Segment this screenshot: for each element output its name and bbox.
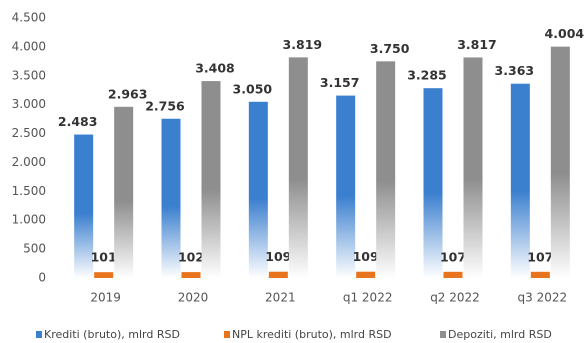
bar bbox=[376, 61, 396, 279]
bar bbox=[463, 57, 483, 279]
y-tick-label: 0 bbox=[38, 271, 46, 285]
bar bbox=[336, 95, 356, 279]
value-label: 107 bbox=[440, 249, 466, 264]
x-tick-label: 2019 bbox=[90, 291, 121, 305]
bar bbox=[181, 272, 201, 278]
value-label: 4.004 bbox=[545, 26, 585, 41]
x-tick-label: q2 2022 bbox=[430, 291, 480, 305]
value-label: 3.363 bbox=[495, 63, 535, 78]
y-tick-label: 3.500 bbox=[12, 68, 46, 82]
value-label: 107 bbox=[527, 249, 553, 264]
value-label: 3.819 bbox=[283, 37, 323, 52]
x-tick-label: q3 2022 bbox=[518, 291, 568, 305]
value-label: 2.756 bbox=[145, 98, 185, 113]
value-label: 3.157 bbox=[320, 75, 360, 90]
legend-marker bbox=[36, 331, 42, 338]
bar bbox=[94, 272, 114, 278]
legend-label: NPL krediti (bruto), mlrd RSD bbox=[232, 328, 392, 341]
bar bbox=[443, 271, 463, 278]
bar bbox=[161, 118, 181, 279]
value-label: 3.050 bbox=[233, 81, 273, 96]
value-label: 101 bbox=[91, 250, 117, 265]
bar bbox=[356, 271, 376, 278]
bar bbox=[550, 46, 570, 278]
value-label: 3.408 bbox=[195, 61, 235, 76]
y-tick-label: 2.000 bbox=[12, 155, 46, 169]
y-tick-label: 3.000 bbox=[12, 97, 46, 111]
y-tick-label: 1.500 bbox=[12, 184, 46, 198]
y-tick-label: 4.500 bbox=[12, 11, 46, 25]
bar bbox=[510, 83, 530, 279]
legend-label: Depoziti, mlrd RSD bbox=[448, 328, 552, 341]
x-tick-label: q1 2022 bbox=[343, 291, 393, 305]
value-label: 2.963 bbox=[108, 86, 148, 101]
value-label: 3.285 bbox=[407, 68, 447, 83]
x-tick-label: 2021 bbox=[265, 291, 296, 305]
value-label: 3.817 bbox=[457, 37, 497, 52]
bar bbox=[268, 271, 288, 278]
bar bbox=[74, 134, 94, 278]
x-tick-label: 2020 bbox=[178, 291, 209, 305]
value-label: 3.750 bbox=[370, 41, 410, 56]
legend-label: Krediti (bruto), mlrd RSD bbox=[44, 328, 180, 341]
bar bbox=[423, 88, 443, 278]
legend-marker bbox=[224, 331, 230, 338]
bar bbox=[530, 271, 550, 278]
bar bbox=[114, 106, 134, 278]
y-tick-label: 2.500 bbox=[12, 126, 46, 140]
legend-marker bbox=[440, 331, 446, 338]
value-label: 2.483 bbox=[58, 114, 98, 129]
value-label: 102 bbox=[178, 250, 204, 265]
value-label: 109 bbox=[265, 249, 291, 264]
bar bbox=[288, 57, 308, 279]
y-tick-label: 500 bbox=[23, 242, 46, 256]
bar bbox=[201, 81, 221, 279]
bar bbox=[248, 101, 268, 279]
y-tick-label: 4.000 bbox=[12, 39, 46, 53]
y-tick-label: 1.000 bbox=[12, 213, 46, 227]
value-label: 109 bbox=[353, 249, 379, 264]
